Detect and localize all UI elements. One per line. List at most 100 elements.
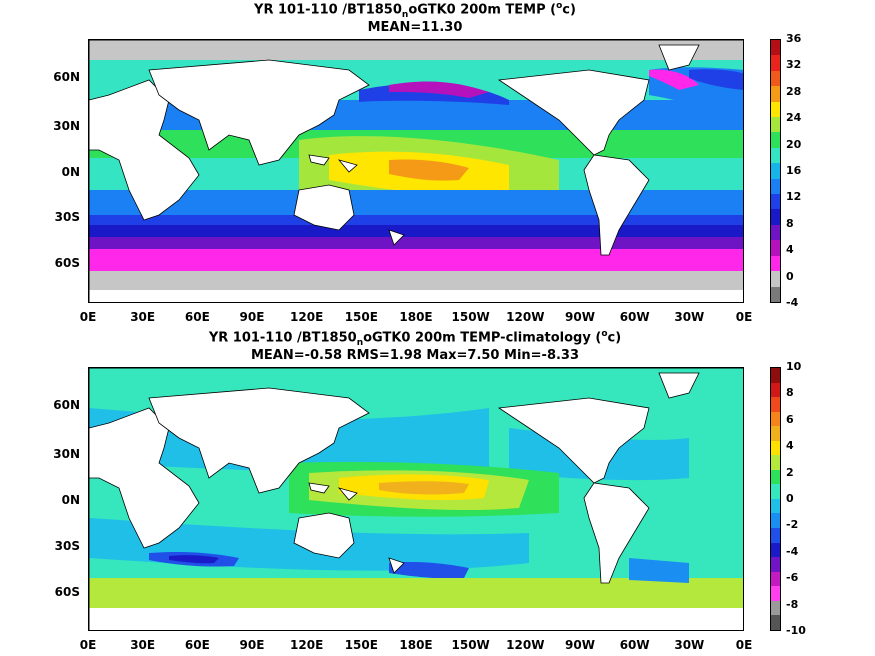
- panel2-stats: MEAN=-0.58 RMS=1.98 Max=7.50 Min=-8.33: [250, 348, 580, 363]
- panel2-colorbar-label: 0: [786, 492, 794, 505]
- panel1-colorbar-swatch: [771, 240, 780, 256]
- panel2-colorbar-label: -8: [786, 597, 799, 611]
- panel2-colorbar-swatch: [771, 440, 780, 456]
- panel2-ytick-30S: 30S: [54, 539, 80, 553]
- panel2-colorbar-swatch: [771, 615, 780, 630]
- panel2-colorbar-swatch: [771, 542, 780, 558]
- panel2-colorbar-swatch: [771, 557, 780, 572]
- panel1-colorbar-label: -4: [786, 296, 799, 309]
- panel2-xtick: 90E: [239, 638, 265, 652]
- panel2-colorbar-label: -4: [786, 544, 799, 558]
- panel2-ytick-0N: 0N: [61, 493, 80, 507]
- panel1-colorbar-swatch: [771, 163, 780, 179]
- panel1-xtick: 60E: [184, 310, 210, 324]
- panel2-colorbar-swatch: [771, 469, 780, 485]
- panel1-colorbar-label: 20: [786, 137, 802, 151]
- panel2-colorbar-label: 2: [786, 465, 794, 479]
- panel1-xtick: 0E: [79, 310, 97, 324]
- panel1-stats: MEAN=11.30: [367, 20, 463, 35]
- panel1-colorbar-label: 12: [786, 190, 802, 204]
- panel1-colorbar-swatch: [771, 147, 780, 164]
- panel2-colorbar-swatch: [771, 397, 780, 412]
- panel2-colorbar-label: 10: [786, 360, 802, 373]
- panel2-xtick: 180E: [399, 638, 433, 652]
- panel1-colorbar-swatch: [771, 178, 780, 195]
- panel1-colorbar-swatch: [771, 55, 780, 71]
- panel1-colorbar-swatch: [771, 86, 780, 102]
- panel2-xtick: 0E: [735, 638, 753, 652]
- panel1-xtick: 150W: [451, 310, 490, 324]
- panel1-colorbar-label: 4: [786, 243, 794, 257]
- panel2-xtick: 30W: [674, 638, 705, 652]
- panel2-colorbar-label: -6: [786, 571, 799, 585]
- panel2-xtick: 60W: [619, 638, 650, 652]
- panel1-ytick-60N: 60N: [53, 70, 80, 84]
- panel2-ytick-60S: 60S: [54, 585, 80, 599]
- panel2-colorbar-swatch: [771, 528, 780, 543]
- panel2-xtick: 150E: [344, 638, 378, 652]
- panel2-xtick: 30E: [130, 638, 156, 652]
- panel1-colorbar-swatch: [771, 209, 780, 225]
- panel2-colorbar-swatch: [771, 426, 780, 441]
- panel1-ytick-0N: 0N: [61, 165, 80, 179]
- panel1-map: [88, 39, 744, 303]
- panel1-colorbar-swatch: [771, 224, 780, 241]
- panel2-colorbar-swatch: [771, 382, 780, 398]
- panel2-colorbar-swatch: [771, 368, 780, 383]
- panel2-ytick-30N: 30N: [53, 447, 80, 461]
- panel1-colorbar-swatch: [771, 117, 780, 133]
- panel2-title: YR 101-110 /BT1850noGTK0 200m TEMP-clima…: [208, 329, 622, 348]
- panel1-colorbar-swatch: [771, 70, 780, 87]
- panel1-xtick: 120W: [506, 310, 545, 324]
- panel1-ytick-30S: 30S: [54, 210, 80, 224]
- panel1-colorbar-label: 28: [786, 84, 802, 98]
- panel2-colorbar-swatch: [771, 455, 780, 470]
- panel2-colorbar-label: 8: [786, 386, 794, 400]
- panel2-colorbar-swatch: [771, 411, 780, 427]
- panel1-xtick: 60W: [619, 310, 650, 324]
- panel2-colorbar-label: -10: [786, 624, 806, 637]
- panel1-colorbar-label: 8: [786, 216, 794, 230]
- panel2-colorbar-swatch: [771, 498, 780, 514]
- panel1-xtick: 90W: [565, 310, 595, 324]
- panel2-xtick: 150W: [451, 638, 490, 652]
- panel2-colorbar-label: 4: [786, 439, 794, 453]
- panel1-colorbar-label: 24: [786, 111, 802, 125]
- panel1-colorbar: [770, 39, 781, 303]
- panel2-colorbar-swatch: [771, 571, 780, 587]
- panel2-ytick-60N: 60N: [53, 398, 80, 412]
- panel1-colorbar-swatch: [771, 194, 780, 210]
- panel2-colorbar-swatch: [771, 484, 780, 499]
- panel2-xtick: 60E: [184, 638, 210, 652]
- panel2-map: [88, 367, 744, 631]
- panel2-colorbar: [770, 367, 781, 631]
- panel1-xtick: 90E: [239, 310, 265, 324]
- panel2-colorbar-label: -2: [786, 518, 799, 532]
- panel2-xtick: 120W: [506, 638, 545, 652]
- panel1-colorbar-label: 36: [786, 32, 802, 45]
- panel1-xtick: 0E: [735, 310, 753, 324]
- panel1-colorbar-swatch: [771, 101, 780, 118]
- panel1-xtick: 150E: [344, 310, 378, 324]
- panel1-colorbar-label: 32: [786, 58, 802, 72]
- panel2-colorbar-swatch: [771, 513, 780, 529]
- panel1-colorbar-swatch: [771, 255, 780, 272]
- panel1-xtick: 120E: [290, 310, 324, 324]
- panel1-xtick: 30W: [674, 310, 705, 324]
- panel1-colorbar-label: 0: [786, 269, 794, 283]
- panel2-colorbar-swatch: [771, 586, 780, 601]
- panel1-ytick-30N: 30N: [53, 119, 80, 133]
- panel1-colorbar-label: 16: [786, 164, 802, 177]
- panel1-colorbar-swatch: [771, 40, 780, 56]
- panel2-xtick: 120E: [290, 638, 324, 652]
- panel2-xtick: 90W: [565, 638, 595, 652]
- panel1-colorbar-swatch: [771, 271, 780, 287]
- panel2-xtick: 0E: [79, 638, 97, 652]
- panel2-colorbar-swatch: [771, 600, 780, 616]
- panel1-ytick-60S: 60S: [54, 256, 80, 270]
- panel1-colorbar-swatch: [771, 132, 780, 148]
- panel1-colorbar-swatch: [771, 286, 780, 302]
- panel1-xtick: 180E: [399, 310, 433, 324]
- panel2-colorbar-label: 6: [786, 412, 794, 426]
- panel1-title: YR 101-110 /BT1850noGTK0 200m TEMP (oc): [254, 1, 576, 20]
